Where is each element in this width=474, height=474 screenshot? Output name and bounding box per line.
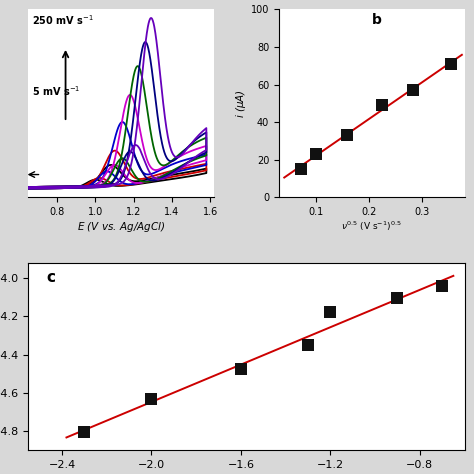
Point	[81, 428, 88, 436]
Point	[393, 294, 401, 302]
X-axis label: $\nu^{0.5}$ (V s$^{-1}$)$^{0.5}$: $\nu^{0.5}$ (V s$^{-1}$)$^{0.5}$	[341, 219, 402, 233]
Point	[343, 131, 351, 139]
Text: b: b	[372, 13, 382, 27]
Point	[304, 341, 312, 349]
Point	[312, 150, 320, 158]
Point	[147, 395, 155, 402]
Point	[327, 308, 334, 315]
Text: 250 mV s$^{-1}$: 250 mV s$^{-1}$	[32, 13, 94, 27]
Text: c: c	[46, 270, 55, 285]
Text: 5 mV s$^{-1}$: 5 mV s$^{-1}$	[32, 84, 81, 98]
Point	[438, 282, 446, 290]
Point	[297, 165, 304, 173]
X-axis label: $E$ (V vs. Ag/AgCl): $E$ (V vs. Ag/AgCl)	[77, 219, 165, 234]
Point	[237, 365, 245, 373]
Y-axis label: $i$ ($\mu$A): $i$ ($\mu$A)	[234, 89, 248, 118]
Point	[447, 60, 455, 68]
Point	[410, 86, 417, 94]
Point	[378, 101, 386, 109]
